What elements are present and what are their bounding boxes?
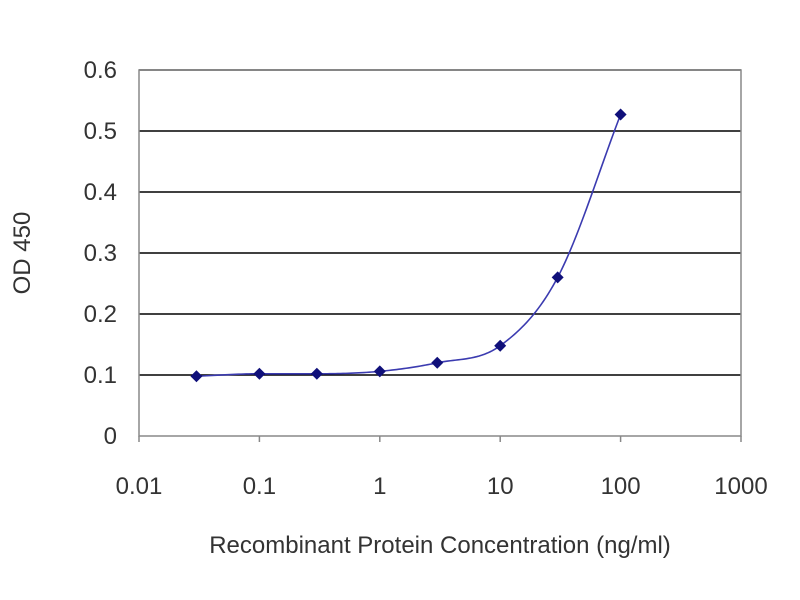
y-tick-label: 0.3 bbox=[84, 240, 117, 267]
fit-curve bbox=[196, 114, 622, 378]
data-point bbox=[614, 108, 627, 121]
y-tick-label: 0.5 bbox=[84, 118, 117, 145]
x-tick-label: 0.1 bbox=[243, 473, 276, 500]
data-point bbox=[494, 339, 507, 352]
x-tick-label: 1 bbox=[373, 473, 386, 500]
data-point bbox=[310, 367, 323, 380]
x-axis-ticks bbox=[138, 436, 742, 442]
y-axis-title: OD 450 bbox=[9, 212, 36, 295]
x-tick-label: 1000 bbox=[714, 473, 767, 500]
x-tick-label: 10 bbox=[487, 473, 514, 500]
y-tick-label: 0 bbox=[104, 423, 117, 450]
data-point bbox=[190, 370, 203, 383]
y-tick-label: 0.6 bbox=[84, 57, 117, 84]
gridlines bbox=[139, 69, 741, 376]
data-point bbox=[373, 365, 386, 378]
data-points bbox=[190, 108, 627, 383]
x-axis-title: Recombinant Protein Concentration (ng/ml… bbox=[209, 532, 671, 559]
x-tick-label: 0.01 bbox=[116, 473, 163, 500]
data-point bbox=[551, 271, 564, 284]
y-tick-label: 0.1 bbox=[84, 362, 117, 389]
data-point bbox=[431, 356, 444, 369]
y-tick-label: 0.4 bbox=[84, 179, 117, 206]
x-axis-tick-labels: 0.01 0.1 1 10 100 1000 bbox=[116, 473, 768, 500]
y-axis-tick-labels: 0 0.1 0.2 0.3 0.4 0.5 0.6 bbox=[84, 57, 117, 450]
plot-area-border bbox=[138, 69, 742, 437]
y-tick-label: 0.2 bbox=[84, 301, 117, 328]
data-point bbox=[253, 367, 266, 380]
x-tick-label: 100 bbox=[601, 473, 641, 500]
